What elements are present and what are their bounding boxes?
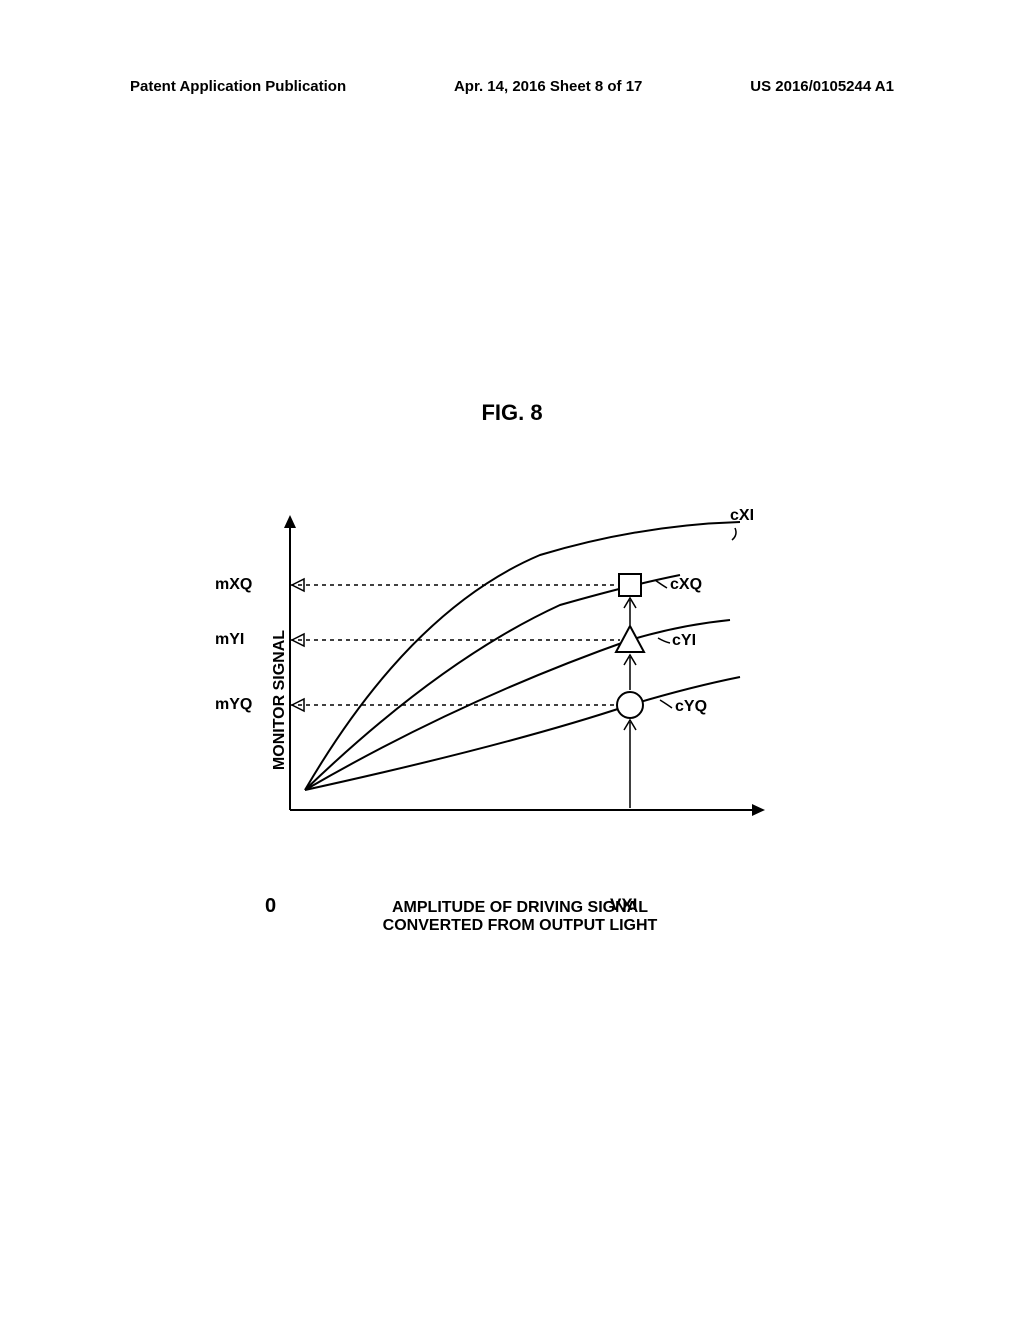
label-cxq: cXQ (670, 576, 702, 594)
label-cyi: cYI (672, 632, 696, 650)
ytick-mxq: mXQ (215, 576, 252, 594)
label-cxi: cXI (730, 507, 754, 525)
leader-cxi (732, 528, 736, 540)
header-right: US 2016/0105244 A1 (750, 78, 894, 95)
marker-circle (617, 692, 643, 718)
ytick-myq: mYQ (215, 696, 252, 714)
chart-container: MONITOR SIGNAL (260, 510, 780, 890)
origin-label: 0 (265, 895, 276, 918)
x-axis-label-line1: AMPLITUDE OF DRIVING SIGNAL (383, 899, 658, 917)
curve-cxi (305, 522, 740, 790)
y-axis-label: MONITOR SIGNAL (271, 630, 289, 770)
x-axis-label: AMPLITUDE OF DRIVING SIGNAL CONVERTED FR… (383, 899, 658, 935)
ytick-myi: mYI (215, 631, 244, 649)
leader-cyq (660, 700, 672, 708)
x-axis-label-line2: CONVERTED FROM OUTPUT LIGHT (383, 917, 658, 935)
leader-cxq (655, 580, 667, 588)
y-axis-arrow (284, 515, 296, 528)
marker-triangle (616, 626, 644, 652)
header-center: Apr. 14, 2016 Sheet 8 of 17 (454, 78, 642, 95)
figure-title: FIG. 8 (481, 400, 542, 426)
page-header: Patent Application Publication Apr. 14, … (0, 78, 1024, 95)
label-cyq: cYQ (675, 698, 707, 716)
marker-square (619, 574, 641, 596)
x-axis-arrow (752, 804, 765, 816)
chart-svg (260, 510, 780, 840)
leader-cyi (658, 638, 670, 643)
header-left: Patent Application Publication (130, 78, 346, 95)
